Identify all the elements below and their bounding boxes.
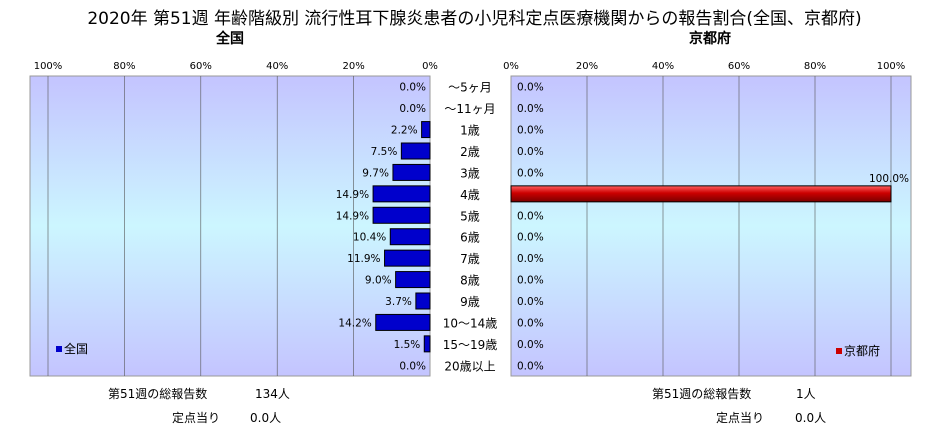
national-value-label: 0.0% — [399, 103, 426, 115]
age-category-label: 4歳 — [460, 188, 480, 202]
kyoto-per-value: 0.0人 — [795, 411, 827, 425]
kyoto-value-label: 0.0% — [517, 167, 544, 179]
age-category-label: 5歳 — [460, 209, 480, 223]
kyoto-plot-background — [510, 75, 912, 377]
kyoto-value-label: 0.0% — [517, 275, 544, 287]
national-value-label: 2.2% — [391, 125, 418, 137]
national-x-tick: 60% — [190, 61, 212, 72]
kyoto-value-label: 0.0% — [517, 296, 544, 308]
national-bar — [392, 163, 431, 181]
kyoto-value-label: 0.0% — [517, 103, 544, 115]
age-category-label: 8歳 — [460, 274, 480, 288]
age-category-label: 20歳以上 — [444, 359, 495, 373]
national-bar — [389, 228, 431, 246]
age-categories: ～5ヶ月 ～11ヶ月 1歳 2歳 3歳 4歳 5歳 6歳 7歳 8歳 9歳 10～14歳 15～19歳 2… — [443, 81, 498, 374]
national-x-tick: 0% — [422, 61, 438, 72]
national-value-label: 0.0% — [399, 360, 426, 372]
national-x-tick: 100% — [34, 61, 63, 72]
national-bar — [421, 121, 431, 139]
national-bar — [375, 313, 431, 331]
kyoto-value-label: 0.0% — [517, 317, 544, 329]
age-category-label: ～11ヶ月 — [444, 102, 495, 116]
national-x-tick: 40% — [266, 61, 288, 72]
kyoto-value-label: 0.0% — [517, 82, 544, 94]
national-value-label: 0.0% — [399, 82, 426, 94]
national-total-label: 第51週の総報告数 — [108, 387, 208, 401]
national-legend-label: 全国 — [64, 341, 88, 356]
national-bar — [400, 142, 431, 160]
national-value-label: 7.5% — [371, 146, 398, 158]
age-category-label: 10～14歳 — [443, 316, 498, 330]
kyoto-legend-swatch — [836, 348, 842, 354]
kyoto-total-label: 第51週の総報告数 — [652, 387, 752, 401]
age-category-label: 9歳 — [460, 295, 480, 309]
kyoto-x-tick: 100% — [877, 61, 906, 72]
kyoto-bar — [510, 185, 892, 203]
national-value-label: 14.9% — [336, 210, 369, 222]
kyoto-total-value: 1人 — [796, 387, 816, 401]
kyoto-x-tick: 0% — [503, 61, 519, 72]
national-panel-title: 全国 — [216, 31, 244, 47]
national-x-tick: 20% — [342, 61, 364, 72]
national-value-label: 9.7% — [362, 167, 389, 179]
kyoto-x-tick: 80% — [804, 61, 826, 72]
national-value-label: 11.9% — [347, 253, 380, 265]
national-bar — [423, 335, 431, 353]
national-value-label: 10.4% — [353, 232, 386, 244]
kyoto-value-label: 0.0% — [517, 146, 544, 158]
age-category-label: 2歳 — [460, 145, 480, 159]
age-category-label: 3歳 — [460, 166, 480, 180]
kyoto-per-label: 定点当り — [716, 411, 765, 425]
kyoto-value-label: 0.0% — [517, 360, 544, 372]
kyoto-value-label: 0.0% — [517, 125, 544, 137]
kyoto-legend-label: 京都府 — [844, 343, 880, 358]
national-per-label: 定点当り — [172, 411, 221, 425]
national-total-value: 134人 — [255, 387, 290, 401]
age-category-label: 15～19歳 — [443, 338, 498, 352]
kyoto-value-label: 0.0% — [517, 232, 544, 244]
age-category-label: 7歳 — [460, 252, 480, 266]
age-category-label: 1歳 — [460, 124, 480, 138]
national-bar — [395, 271, 431, 289]
national-plot: 100% 80% 60% 40% 20% 0% 0.0% 0.0% 2.2% 7.5% 9.7% 14… — [29, 61, 438, 377]
kyoto-value-label: 0.0% — [517, 253, 544, 265]
kyoto-value-label: 0.0% — [517, 210, 544, 222]
national-bar — [372, 185, 431, 203]
national-value-label: 14.9% — [336, 189, 369, 201]
national-bar — [384, 249, 431, 267]
national-value-label: 14.2% — [338, 317, 371, 329]
national-bar — [372, 206, 431, 224]
national-per-value: 0.0人 — [250, 411, 282, 425]
kyoto-x-tick: 20% — [576, 61, 598, 72]
kyoto-x-tick: 40% — [652, 61, 674, 72]
age-category-label: ～5ヶ月 — [448, 81, 492, 95]
chart-title: 2020年 第51週 年齢階級別 流行性耳下腺炎患者の小児科定点医療機関からの報… — [87, 9, 862, 29]
national-x-tick: 80% — [113, 61, 135, 72]
kyoto-value-label: 0.0% — [517, 339, 544, 351]
national-bar — [415, 292, 431, 310]
kyoto-value-label: 100.0% — [869, 173, 909, 185]
national-legend-swatch — [56, 346, 62, 352]
kyoto-panel-title: 京都府 — [689, 31, 731, 47]
kyoto-x-tick: 60% — [728, 61, 750, 72]
national-value-label: 3.7% — [385, 296, 412, 308]
national-value-label: 9.0% — [365, 275, 392, 287]
kyoto-plot: 0% 20% 40% 60% 80% 100% 0.0% 0.0% 0.0% 0.0% 0.0% 10… — [503, 61, 912, 377]
national-value-label: 1.5% — [394, 339, 421, 351]
age-category-label: 6歳 — [460, 231, 480, 245]
national-plot-background — [29, 75, 431, 377]
